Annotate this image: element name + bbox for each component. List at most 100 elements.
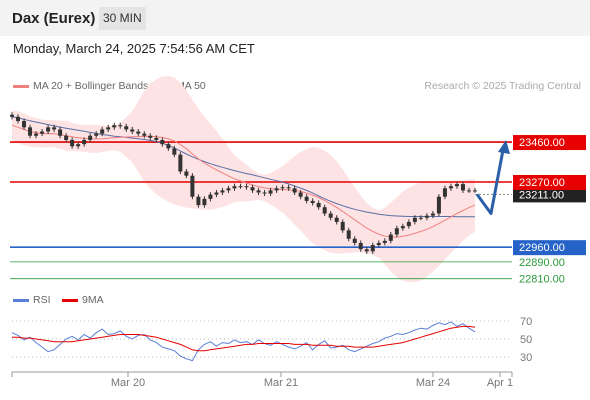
price-candle	[16, 116, 21, 122]
price-candle	[412, 217, 417, 222]
price-candle	[358, 242, 363, 250]
price-candle	[130, 129, 135, 132]
price-candle	[473, 190, 477, 192]
price-candle	[328, 213, 333, 218]
rsi-tick-label-70: 70	[520, 316, 532, 328]
price-candle	[172, 148, 177, 155]
price-candle	[136, 131, 141, 134]
price-candle	[304, 196, 309, 201]
x-tick-label-Apr 1: Apr 1	[487, 377, 513, 389]
price-candle	[370, 245, 375, 252]
level-label-22890.00: 22890.00	[519, 257, 565, 269]
current-price-label-box	[513, 187, 586, 203]
price-candle	[430, 213, 435, 216]
price-candle	[268, 190, 273, 194]
legend-rsi: RSI	[13, 294, 51, 306]
rsi-label: RSI	[33, 294, 51, 306]
price-candle	[58, 129, 63, 136]
instrument-title: Dax (Eurex)	[12, 10, 96, 27]
rsi-ma-swatch	[62, 298, 78, 302]
price-candle	[238, 186, 243, 188]
level-label-23460.00: 23460.00	[519, 137, 565, 149]
rsi-tick-label-30: 30	[520, 352, 532, 364]
price-candle	[178, 154, 183, 172]
price-candle	[280, 187, 285, 189]
price-candle	[250, 187, 255, 191]
research-credit: Research © 2025 Trading Central	[424, 80, 581, 92]
timeframe-button[interactable]: 30 MIN	[99, 7, 146, 30]
price-candle	[94, 133, 99, 136]
rsi-swatch	[13, 298, 29, 302]
price-candle	[334, 217, 339, 222]
price-candle	[322, 207, 327, 214]
price-candle	[286, 187, 291, 189]
chart-header: Dax (Eurex) 30 MIN	[0, 0, 590, 36]
price-candle	[376, 242, 381, 246]
rsi-ma-line	[12, 325, 476, 352]
price-candle	[274, 188, 279, 191]
price-candle	[256, 190, 261, 193]
price-candle	[226, 188, 231, 191]
price-candle	[388, 234, 393, 241]
price-candle	[244, 186, 249, 188]
level-label-23270.00-box	[513, 174, 586, 190]
price-candle	[76, 144, 81, 147]
x-tick-label-Mar 20: Mar 20	[111, 377, 145, 389]
price-candle	[46, 127, 51, 132]
price-candle	[64, 135, 69, 140]
price-candle	[100, 129, 105, 134]
price-candle	[442, 188, 447, 197]
price-candle	[118, 125, 123, 127]
price-candle	[298, 192, 303, 197]
level-label-22960.00: 22960.00	[519, 242, 565, 254]
x-tick-label-Mar 24: Mar 24	[416, 377, 450, 389]
price-candle	[310, 200, 315, 204]
price-candle	[196, 196, 201, 206]
price-candle	[292, 188, 297, 193]
price-candle	[448, 186, 453, 189]
price-candle	[22, 121, 27, 128]
chart-datetime: Monday, March 24, 2025 7:54:56 AM CET	[13, 41, 255, 56]
price-candle	[364, 249, 369, 252]
rsi-tick-label-50: 50	[520, 334, 532, 346]
price-candle	[382, 240, 387, 243]
price-candle	[262, 192, 267, 194]
price-candle	[454, 184, 459, 187]
price-candle	[70, 139, 75, 147]
level-label-22810.00: 22810.00	[519, 274, 565, 286]
price-candle	[190, 175, 195, 197]
price-candle	[340, 221, 345, 231]
rsi-line	[11, 321, 476, 362]
price-candle	[106, 127, 111, 130]
price-candle	[52, 127, 57, 130]
legend-rsi-ma: 9MA	[62, 294, 104, 306]
price-candle	[40, 131, 45, 134]
price-candle	[28, 127, 33, 136]
price-candle	[184, 171, 189, 176]
price-candle	[142, 133, 147, 136]
ma20-label: MA 20 + Bollinger Bands	[33, 80, 149, 92]
price-candle	[208, 194, 213, 199]
price-candle	[202, 198, 207, 206]
price-candle	[88, 135, 93, 140]
price-candle	[400, 226, 405, 229]
price-candle	[10, 114, 14, 117]
ma50-line	[11, 116, 475, 218]
price-candle	[124, 126, 129, 130]
price-candle	[466, 190, 471, 192]
price-candle	[214, 192, 219, 195]
price-candle	[352, 238, 357, 243]
ma20-swatch	[13, 84, 29, 88]
price-candle	[406, 221, 411, 227]
price-candle	[112, 125, 117, 128]
price-candle	[160, 139, 165, 145]
price-candle	[436, 196, 441, 214]
price-candle	[232, 186, 237, 189]
price-candle	[346, 230, 351, 239]
rsi-ma-label: 9MA	[82, 294, 104, 306]
projection-arrowhead	[498, 140, 510, 155]
price-candle	[148, 135, 153, 138]
level-label-22960.00-box	[513, 240, 586, 256]
price-candle	[418, 217, 423, 219]
